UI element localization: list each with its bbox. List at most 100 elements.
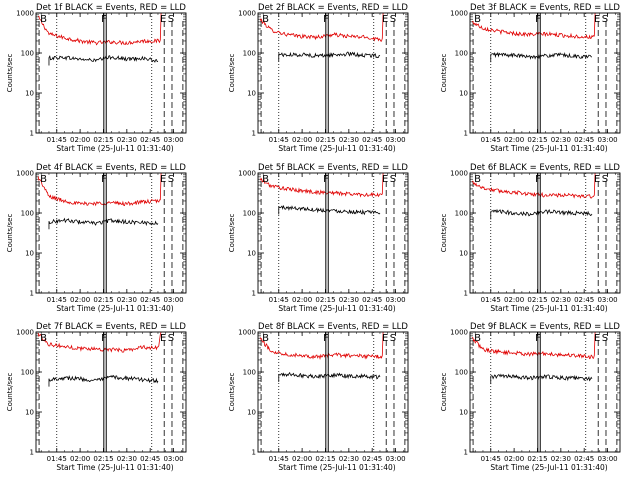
event-marker-label: E: [594, 333, 600, 344]
x-tick-label: 02:45: [140, 455, 160, 463]
event-marker-label: B: [40, 14, 47, 25]
y-tick-label: 10: [459, 409, 468, 417]
x-tick-label: 02:30: [339, 296, 359, 304]
x-tick-label: 03:00: [385, 455, 405, 463]
event-marker-label: B: [40, 174, 47, 185]
x-tick-label: 01:45: [47, 296, 67, 304]
x-tick-label: 02:15: [93, 455, 113, 463]
plot-frame: [35, 331, 187, 453]
y-tick-label: 10: [247, 409, 256, 417]
y-tick-label: 1: [252, 130, 256, 138]
y-tick-label: 10: [459, 90, 468, 98]
x-tick-label: 03:00: [163, 455, 183, 463]
events-series-line: [490, 208, 593, 217]
event-marker-label: E: [594, 174, 600, 185]
x-tick-label: 02:15: [527, 136, 547, 144]
event-marker-label: B: [262, 174, 269, 185]
detector-panel: Det 4f BLACK = Events, RED = LLD Counts/s…: [6, 163, 187, 313]
y-tick-label: 1: [252, 449, 256, 457]
lld-series-line: [472, 172, 596, 199]
y-tick-label: 10: [247, 250, 256, 258]
event-marker-label: E: [160, 333, 166, 344]
x-tick-label: 02:15: [93, 136, 113, 144]
panel-title: Det 9f BLACK = Events, RED = LLD: [470, 322, 620, 332]
detector-panel: Det 6f BLACK = Events, RED = LLD Counts/s…: [440, 163, 621, 313]
x-axis-label: Start Time (25-Jul-11 01:31:40): [56, 463, 173, 472]
x-tick-label: 03:00: [597, 455, 617, 463]
y-tick-label: 100: [243, 50, 256, 58]
event-marker-label: S: [168, 333, 174, 344]
x-tick-label: 02:30: [339, 136, 359, 144]
y-tick-label: 100: [243, 369, 256, 377]
lld-series-line: [37, 172, 162, 207]
x-axis-label: Start Time (25-Jul-11 01:31:40): [278, 463, 395, 472]
event-marker-label: E: [382, 14, 388, 25]
event-marker-label: B: [474, 14, 481, 25]
x-tick-label: 02:45: [140, 136, 160, 144]
x-axis-label: Start Time (25-Jul-11 01:31:40): [56, 144, 173, 153]
event-marker-label: S: [390, 174, 396, 185]
x-tick-label: 02:00: [504, 455, 524, 463]
x-tick-label: 01:45: [481, 296, 501, 304]
x-tick-label: 02:00: [292, 136, 312, 144]
event-marker-label: E: [382, 174, 388, 185]
x-axis-label: Start Time (25-Jul-11 01:31:40): [278, 304, 395, 313]
y-tick-label: 1: [252, 290, 256, 298]
event-marker-label: S: [168, 14, 174, 25]
event-marker-label: B: [474, 174, 481, 185]
event-marker-label: S: [602, 333, 608, 344]
x-tick-label: 02:45: [574, 136, 594, 144]
y-axis-label: Counts/sec: [6, 373, 14, 412]
detector-panel: Det 2f BLACK = Events, RED = LLD Counts/s…: [228, 3, 409, 153]
plot-frame: [469, 172, 621, 294]
y-axis-label: Counts/sec: [440, 373, 448, 412]
y-tick-label: 10: [25, 250, 34, 258]
y-tick-label: 1: [464, 130, 468, 138]
panel-title: Det 8f BLACK = Events, RED = LLD: [258, 322, 408, 332]
x-axis-label: Start Time (25-Jul-11 01:31:40): [278, 144, 395, 153]
x-tick-label: 02:00: [292, 455, 312, 463]
event-marker-label: F: [101, 174, 107, 185]
x-axis-label: Start Time (25-Jul-11 01:31:40): [490, 463, 607, 472]
y-tick-label: 10: [25, 90, 34, 98]
x-tick-label: 03:00: [385, 136, 405, 144]
y-axis-label: Counts/sec: [440, 214, 448, 253]
event-marker-label: F: [101, 333, 107, 344]
event-marker-label: F: [535, 333, 541, 344]
x-tick-label: 02:00: [70, 296, 90, 304]
events-series-line: [278, 204, 381, 216]
panel-title: Det 7f BLACK = Events, RED = LLD: [36, 322, 186, 332]
lld-series-line: [471, 12, 596, 39]
y-tick-label: 1: [30, 290, 34, 298]
x-tick-label: 01:45: [47, 455, 67, 463]
x-tick-label: 01:45: [269, 455, 289, 463]
y-tick-label: 1000: [16, 329, 34, 337]
y-tick-label: 1000: [238, 329, 256, 337]
y-axis-label: Counts/sec: [6, 54, 14, 93]
x-tick-label: 03:00: [163, 296, 183, 304]
events-series-line: [490, 51, 592, 60]
x-tick-label: 02:15: [527, 296, 547, 304]
detector-panel: Det 3f BLACK = Events, RED = LLD Counts/s…: [440, 3, 621, 153]
event-marker-label: E: [160, 14, 166, 25]
event-marker-label: F: [535, 174, 541, 185]
event-marker-label: B: [262, 14, 269, 25]
x-tick-label: 03:00: [163, 136, 183, 144]
x-tick-label: 02:45: [362, 296, 382, 304]
y-tick-label: 100: [21, 50, 34, 58]
x-tick-label: 03:00: [597, 296, 617, 304]
panel-title: Det 2f BLACK = Events, RED = LLD: [258, 3, 408, 13]
x-tick-label: 02:30: [117, 136, 137, 144]
x-tick-label: 02:30: [117, 455, 137, 463]
y-axis-label: Counts/sec: [6, 214, 14, 253]
detector-panel: Det 1f BLACK = Events, RED = LLD Counts/s…: [6, 3, 187, 153]
y-tick-label: 1: [464, 449, 468, 457]
x-tick-label: 02:45: [140, 296, 160, 304]
events-series-line: [278, 371, 381, 380]
x-tick-label: 02:30: [551, 296, 571, 304]
event-marker-label: S: [602, 174, 608, 185]
lld-series-line: [259, 172, 384, 198]
plot-frame: [469, 331, 621, 453]
y-axis-label: Counts/sec: [440, 54, 448, 93]
